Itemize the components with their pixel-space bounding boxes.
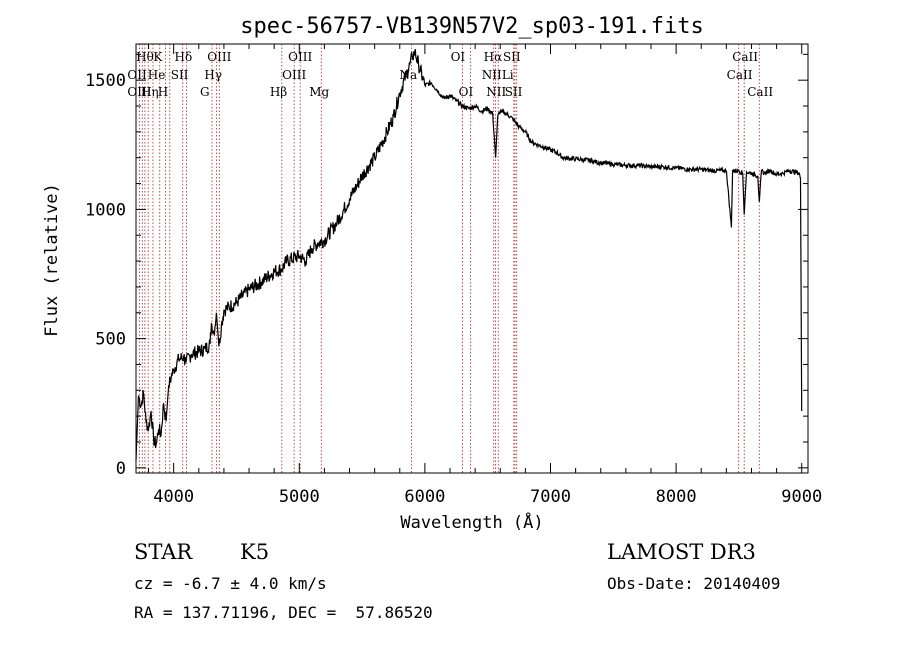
class-label: STAR (134, 540, 193, 564)
plot-frame (135, 43, 809, 474)
line-label: OI (459, 85, 474, 99)
line-label: H (158, 85, 168, 99)
line-label: CaII (732, 50, 758, 64)
x-tick-label: 4000 (153, 487, 194, 507)
line-label: SII (503, 50, 521, 64)
line-label: OII (127, 68, 147, 82)
line-label: CaII (727, 68, 753, 82)
redshift-label: cz = -6.7 ± 4.0 km/s (134, 574, 327, 593)
line-label: Hγ (204, 68, 222, 82)
line-label: SII (171, 68, 189, 82)
line-label: NII (486, 85, 506, 99)
line-label: Hα (484, 50, 503, 64)
line-label: OIII (282, 68, 306, 82)
line-label: He (148, 68, 166, 82)
line-label: Hθ (136, 50, 154, 64)
line-label: OIII (207, 50, 231, 64)
x-tick-label: 5000 (279, 487, 320, 507)
x-tick-label: 9000 (781, 487, 822, 507)
line-label: Hβ (270, 85, 287, 99)
x-axis-label: Wavelength (Å) (400, 511, 543, 533)
spectral-line-markers (138, 44, 760, 473)
subclass-label: K5 (240, 540, 270, 564)
y-axis-label: Flux (relative) (42, 183, 62, 337)
x-tick-label: 6000 (404, 487, 445, 507)
axis-ticks: 4000 5000 6000 7000 8000 9000 0 500 1000 1500 (85, 44, 822, 507)
coordinates-label: RA = 137.71196, DEC = 57.86520 (134, 603, 433, 622)
x-tick-label: 8000 (656, 487, 697, 507)
line-label: G (200, 85, 210, 99)
line-label: CaII (747, 85, 773, 99)
line-label: Hη (141, 85, 159, 99)
line-label: Mg (309, 85, 329, 99)
line-label: SII (505, 85, 523, 99)
line-label: OIII (288, 50, 312, 64)
x-tick-label: 7000 (530, 487, 571, 507)
line-label: OIII (127, 85, 151, 99)
spectrum-line (135, 48, 803, 461)
line-label: NII (482, 68, 502, 82)
line-label: Li (502, 68, 514, 82)
line-label: K (153, 50, 163, 64)
y-tick-label: 1500 (85, 71, 126, 91)
y-tick-label: 500 (95, 330, 126, 350)
survey-label: LAMOST DR3 (607, 540, 756, 564)
chart-title: spec-56757-VB139N57V2_sp03-191.fits (240, 14, 704, 39)
obs-date-label: Obs-Date: 20140409 (607, 574, 781, 593)
y-tick-label: 1000 (85, 200, 126, 220)
line-label: Hδ (174, 50, 192, 64)
y-tick-label: 0 (116, 459, 126, 479)
line-label: OI (451, 50, 466, 64)
